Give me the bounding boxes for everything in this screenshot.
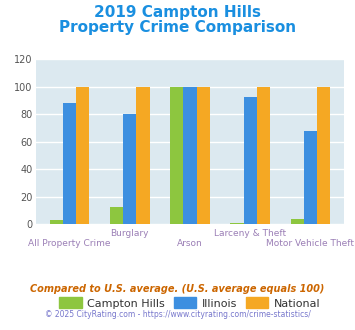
Text: Burglary: Burglary (110, 229, 149, 238)
Bar (123, 115, 136, 224)
Bar (244, 96, 257, 224)
Bar (76, 87, 89, 224)
Text: All Property Crime: All Property Crime (28, 239, 111, 248)
Text: 2019 Campton Hills: 2019 Campton Hills (94, 5, 261, 20)
Legend: Campton Hills, Illinois, National: Campton Hills, Illinois, National (55, 293, 325, 313)
Text: Larceny & Theft: Larceny & Theft (214, 229, 286, 238)
Bar (197, 87, 210, 224)
Bar (317, 87, 330, 224)
Bar (304, 131, 317, 224)
Bar (63, 103, 76, 224)
Bar (50, 220, 63, 224)
Text: Motor Vehicle Theft: Motor Vehicle Theft (267, 239, 354, 248)
Bar (170, 87, 183, 224)
Bar (183, 87, 197, 224)
Text: Property Crime Comparison: Property Crime Comparison (59, 20, 296, 35)
Text: Arson: Arson (177, 239, 203, 248)
Bar (290, 219, 304, 224)
Bar (257, 87, 270, 224)
Text: Compared to U.S. average. (U.S. average equals 100): Compared to U.S. average. (U.S. average … (30, 284, 325, 294)
Text: © 2025 CityRating.com - https://www.cityrating.com/crime-statistics/: © 2025 CityRating.com - https://www.city… (45, 310, 310, 319)
Bar (136, 87, 149, 224)
Bar (230, 223, 244, 224)
Bar (110, 207, 123, 224)
